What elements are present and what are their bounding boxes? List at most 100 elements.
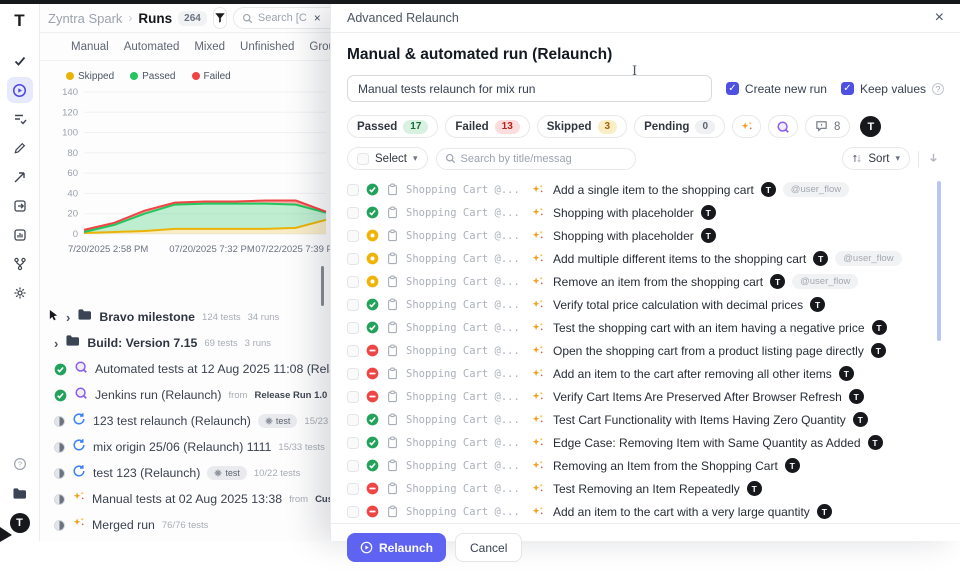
- search-clear-icon[interactable]: ×: [314, 11, 321, 25]
- sidebar-runs-play-icon[interactable]: [7, 77, 33, 103]
- test-title[interactable]: Open the shopping cart from a product li…: [553, 344, 864, 358]
- test-title[interactable]: Test Removing an Item Repeatedly: [553, 482, 740, 496]
- run-title[interactable]: Jenkins run (Relaunch): [95, 388, 221, 402]
- run-title[interactable]: mix origin 25/06 (Relaunch) 1111: [93, 440, 271, 454]
- run-row[interactable]: Automated tests at 12 Aug 2025 11:08 (Re…: [40, 356, 330, 382]
- run-title[interactable]: Automated tests at 12 Aug 2025 11:08 (Re…: [95, 362, 330, 376]
- row-checkbox[interactable]: [347, 253, 359, 265]
- sidebar-flaky-arrow-icon[interactable]: [7, 164, 33, 190]
- help-icon[interactable]: ?: [932, 83, 944, 95]
- test-title[interactable]: Add a single item to the shopping cart: [553, 183, 754, 197]
- test-row[interactable]: Shopping Cart @...Add an item to the car…: [347, 362, 944, 385]
- test-row[interactable]: Shopping Cart @...Add an item to the car…: [347, 500, 944, 523]
- test-row[interactable]: Shopping Cart @...Open the shopping cart…: [347, 339, 944, 362]
- legend-item-failed[interactable]: Failed: [192, 71, 231, 82]
- sidebar-gear-icon[interactable]: [7, 280, 33, 306]
- test-row[interactable]: Shopping Cart @...Removing an Item from …: [347, 454, 944, 477]
- checkbox-checked-icon[interactable]: ✓: [726, 82, 739, 95]
- run-title[interactable]: test 123 (Relaunch): [93, 466, 200, 480]
- row-checkbox[interactable]: [347, 414, 359, 426]
- test-row[interactable]: Shopping Cart @...Verify Cart Items Are …: [347, 385, 944, 408]
- test-row[interactable]: Shopping Cart @...Shopping with placehol…: [347, 224, 944, 247]
- app-logo[interactable]: T: [14, 11, 24, 31]
- tab-manual[interactable]: Manual: [71, 41, 109, 53]
- filter-chip-failed[interactable]: Failed13: [445, 115, 529, 138]
- tests-search-input[interactable]: Search by title/messag: [436, 148, 636, 170]
- sparkles-filter-chip[interactable]: [732, 115, 761, 138]
- run-row[interactable]: Jenkins run (Relaunch)fromRelease Run 1.…: [40, 382, 330, 408]
- run-title[interactable]: Manual tests at 02 Aug 2025 13:38: [92, 492, 282, 506]
- relaunch-button[interactable]: Relaunch: [347, 533, 446, 562]
- run-row[interactable]: test 123 (Relaunch)test10/22 tests: [40, 460, 330, 486]
- test-row[interactable]: Shopping Cart @...Shopping with placehol…: [347, 201, 944, 224]
- test-title[interactable]: Verify Cart Items Are Preserved After Br…: [553, 390, 842, 404]
- breadcrumb-project[interactable]: Zyntra Spark: [48, 11, 122, 26]
- select-checkbox[interactable]: [357, 153, 369, 165]
- filter-chip-passed[interactable]: Passed17: [347, 115, 438, 138]
- checkbox-create-new-run[interactable]: ✓Create new run: [726, 82, 827, 96]
- test-title[interactable]: Test Cart Functionality with Items Havin…: [553, 413, 846, 427]
- row-checkbox[interactable]: [347, 230, 359, 242]
- automation-filter-chip[interactable]: [768, 115, 798, 138]
- chevron-right-icon[interactable]: ›: [66, 310, 70, 325]
- sidebar-check-icon[interactable]: [7, 48, 33, 74]
- run-row[interactable]: mix origin 25/06 (Relaunch) 111115/33 te…: [40, 434, 330, 460]
- run-title[interactable]: Bravo milestone: [99, 310, 195, 324]
- test-title[interactable]: Test the shopping cart with an item havi…: [553, 321, 865, 335]
- sidebar-report-icon[interactable]: [7, 222, 33, 248]
- test-title[interactable]: Add multiple different items to the shop…: [553, 252, 806, 266]
- test-title[interactable]: Shopping with placeholder: [553, 206, 694, 220]
- global-search-input[interactable]: Search [C ×: [233, 7, 330, 29]
- sidebar-help-icon[interactable]: ?: [7, 451, 33, 477]
- row-checkbox[interactable]: [347, 184, 359, 196]
- panel-scrollbar[interactable]: [321, 266, 324, 306]
- user-avatar[interactable]: T: [10, 513, 30, 533]
- test-title[interactable]: Add an item to the cart after removing a…: [553, 367, 832, 381]
- sidebar-folder-icon[interactable]: [7, 480, 33, 506]
- row-checkbox[interactable]: [347, 207, 359, 219]
- tab-automated[interactable]: Automated: [124, 41, 180, 53]
- tab-mixed[interactable]: Mixed: [194, 41, 225, 53]
- row-checkbox[interactable]: [347, 483, 359, 495]
- filter-chip-skipped[interactable]: Skipped3: [537, 115, 627, 138]
- filter-chip-pending[interactable]: Pending0: [634, 115, 725, 138]
- run-row[interactable]: ›Bravo milestone124 tests34 runs: [40, 304, 330, 330]
- sort-dropdown[interactable]: Sort ▾: [842, 147, 910, 170]
- test-row[interactable]: Shopping Cart @...Test Removing an Item …: [347, 477, 944, 500]
- run-row[interactable]: Merged run76/76 tests: [40, 512, 330, 538]
- assignee-avatar[interactable]: T: [860, 116, 881, 137]
- row-checkbox[interactable]: [347, 368, 359, 380]
- checkbox-checked-icon[interactable]: ✓: [841, 82, 854, 95]
- run-title[interactable]: 123 test relaunch (Relaunch): [93, 414, 251, 428]
- test-row[interactable]: Shopping Cart @...Edge Case: Removing It…: [347, 431, 944, 454]
- row-checkbox[interactable]: [347, 506, 359, 518]
- tab-groups[interactable]: Groups: [309, 41, 330, 53]
- tab-unfinished[interactable]: Unfinished: [240, 41, 294, 53]
- test-title[interactable]: Add an item to the cart with a very larg…: [553, 505, 810, 519]
- comments-filter-chip[interactable]: 8: [805, 115, 850, 138]
- row-checkbox[interactable]: [347, 276, 359, 288]
- sidebar-pencil-icon[interactable]: [7, 135, 33, 161]
- test-row[interactable]: Shopping Cart @...Test the shopping cart…: [347, 316, 944, 339]
- test-title[interactable]: Shopping with placeholder: [553, 229, 694, 243]
- checkbox-keep-values[interactable]: ✓Keep values?: [841, 82, 944, 96]
- run-row[interactable]: ›Build: Version 7.1569 tests3 runs: [40, 330, 330, 356]
- row-checkbox[interactable]: [347, 299, 359, 311]
- test-title[interactable]: Removing an Item from the Shopping Cart: [553, 459, 778, 473]
- select-dropdown[interactable]: Select ▾: [347, 147, 428, 170]
- row-checkbox[interactable]: [347, 437, 359, 449]
- test-row[interactable]: Shopping Cart @...Remove an item from th…: [347, 270, 944, 293]
- legend-item-passed[interactable]: Passed: [130, 71, 175, 82]
- row-checkbox[interactable]: [347, 322, 359, 334]
- close-icon[interactable]: ×: [935, 10, 944, 26]
- test-row[interactable]: Shopping Cart @...Add a single item to t…: [347, 178, 944, 201]
- test-row[interactable]: Shopping Cart @...Test Cart Functionalit…: [347, 408, 944, 431]
- run-name-input[interactable]: [347, 75, 712, 102]
- sidebar-checklist-icon[interactable]: [7, 106, 33, 132]
- cancel-button[interactable]: Cancel: [455, 533, 522, 562]
- run-row[interactable]: 123 test relaunch (Relaunch)test15/23 te…: [40, 408, 330, 434]
- arrow-down-icon[interactable]: [927, 152, 940, 165]
- sidebar-export-box-icon[interactable]: [7, 193, 33, 219]
- test-title[interactable]: Verify total price calculation with deci…: [553, 298, 803, 312]
- row-checkbox[interactable]: [347, 345, 359, 357]
